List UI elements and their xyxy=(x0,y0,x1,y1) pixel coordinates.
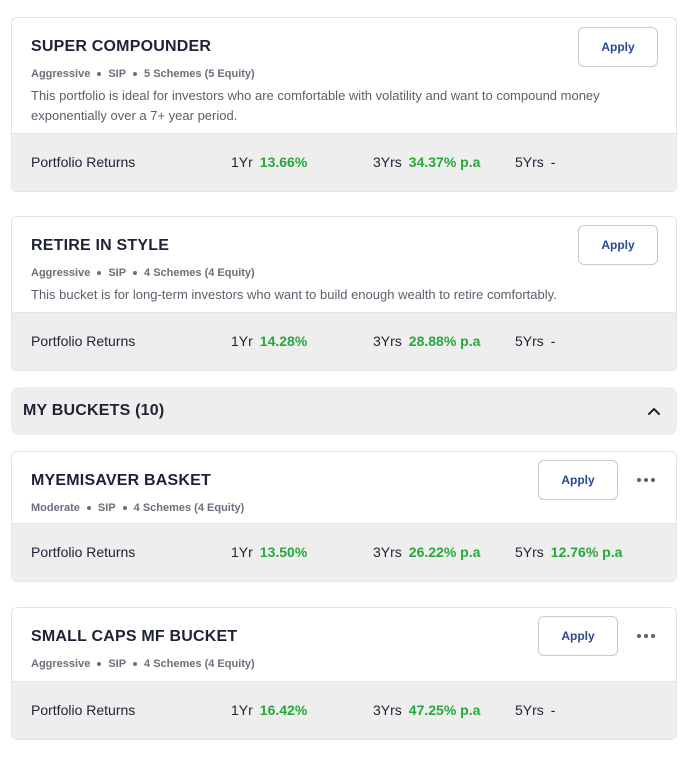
return-1yr: 1Yr 16.42% xyxy=(231,702,308,718)
return-1yr: 1Yr 13.66% xyxy=(231,154,308,170)
bucket-card-super-compounder: SUPER COMPOUNDER Apply Aggressive SIP 5 … xyxy=(11,17,677,192)
separator-dot xyxy=(97,271,102,275)
return-1yr: 1Yr 14.28% xyxy=(231,333,308,349)
return-3yr: 3Yrs 47.25% p.a xyxy=(373,702,481,718)
portfolio-returns-row: Portfolio Returns 1Yr 13.66% 3Yrs 34.37% p… xyxy=(12,133,676,191)
return-3yr: 3Yrs 26.22% p.a xyxy=(373,544,481,560)
schemes-label: 4 Schemes (4 Equity) xyxy=(144,267,255,279)
separator-dot xyxy=(133,72,138,76)
separator-dot xyxy=(133,662,138,666)
returns-label: Portfolio Returns xyxy=(31,702,136,718)
bucket-title: SMALL CAPS MF BUCKET xyxy=(31,628,238,645)
bucket-description: This bucket is for long-term investors w… xyxy=(31,287,557,302)
apply-button[interactable]: Apply xyxy=(538,616,618,656)
schemes-label: 4 Schemes (4 Equity) xyxy=(144,658,255,670)
risk-label: Aggressive xyxy=(31,267,91,279)
return-1yr: 1Yr 13.50% xyxy=(231,544,308,560)
apply-button[interactable]: Apply xyxy=(578,27,658,67)
return-5yr: 5Yrs - xyxy=(515,702,556,718)
schemes-label: 5 Schemes (5 Equity) xyxy=(144,68,255,80)
risk-label: Moderate xyxy=(31,502,80,514)
portfolio-returns-row: Portfolio Returns 1Yr 14.28% 3Yrs 28.88% p… xyxy=(12,312,676,370)
separator-dot xyxy=(97,662,102,666)
chevron-up-icon[interactable] xyxy=(646,403,662,419)
my-buckets-title: MY BUCKETS (10) xyxy=(23,402,165,419)
apply-button[interactable]: Apply xyxy=(578,225,658,265)
return-5yr: 5Yrs - xyxy=(515,333,556,349)
portfolio-returns-row: Portfolio Returns 1Yr 13.50% 3Yrs 26.22% p… xyxy=(12,523,676,581)
return-3yr: 3Yrs 34.37% p.a xyxy=(373,154,481,170)
mode-label: SIP xyxy=(108,68,127,80)
returns-label: Portfolio Returns xyxy=(31,154,136,170)
schemes-label: 4 Schemes (4 Equity) xyxy=(133,502,245,514)
bucket-title: SUPER COMPOUNDER xyxy=(31,38,212,55)
risk-label: Aggressive xyxy=(31,68,91,80)
more-options-icon[interactable] xyxy=(634,626,658,646)
separator-dot xyxy=(122,506,127,510)
bucket-card-small-caps: SMALL CAPS MF BUCKET Apply Aggressive SI… xyxy=(11,607,677,740)
separator-dot xyxy=(86,506,91,510)
portfolio-returns-row: Portfolio Returns 1Yr 16.42% 3Yrs 47.25% p… xyxy=(12,681,676,739)
mode-label: SIP xyxy=(108,267,127,279)
risk-label: Aggressive xyxy=(31,658,91,670)
mode-label: SIP xyxy=(97,502,116,514)
bucket-meta: Aggressive SIP 4 Schemes (4 Equity) xyxy=(31,267,255,279)
mode-label: SIP xyxy=(108,658,127,670)
bucket-meta: Aggressive SIP 4 Schemes (4 Equity) xyxy=(31,658,255,670)
bucket-card-retire-in-style: RETIRE IN STYLE Apply Aggressive SIP 4 S… xyxy=(11,216,677,371)
returns-label: Portfolio Returns xyxy=(31,333,136,349)
return-3yr: 3Yrs 28.88% p.a xyxy=(373,333,481,349)
return-5yr: 5Yrs 12.76% p.a xyxy=(515,544,623,560)
bucket-card-myemisaver: MYEMISAVER BASKET Apply Moderate SIP 4 S… xyxy=(11,451,677,582)
separator-dot xyxy=(97,72,102,76)
my-buckets-header[interactable]: MY BUCKETS (10) xyxy=(11,387,677,435)
bucket-description: This portfolio is ideal for investors wh… xyxy=(31,88,600,123)
apply-button[interactable]: Apply xyxy=(538,460,618,500)
bucket-meta: Aggressive SIP 5 Schemes (5 Equity) xyxy=(31,68,255,80)
return-5yr: 5Yrs - xyxy=(515,154,556,170)
more-options-icon[interactable] xyxy=(634,470,658,490)
separator-dot xyxy=(133,271,138,275)
returns-label: Portfolio Returns xyxy=(31,544,136,560)
bucket-meta: Moderate SIP 4 Schemes (4 Equity) xyxy=(31,502,244,514)
bucket-title: RETIRE IN STYLE xyxy=(31,237,170,254)
bucket-title: MYEMISAVER BASKET xyxy=(31,472,212,489)
